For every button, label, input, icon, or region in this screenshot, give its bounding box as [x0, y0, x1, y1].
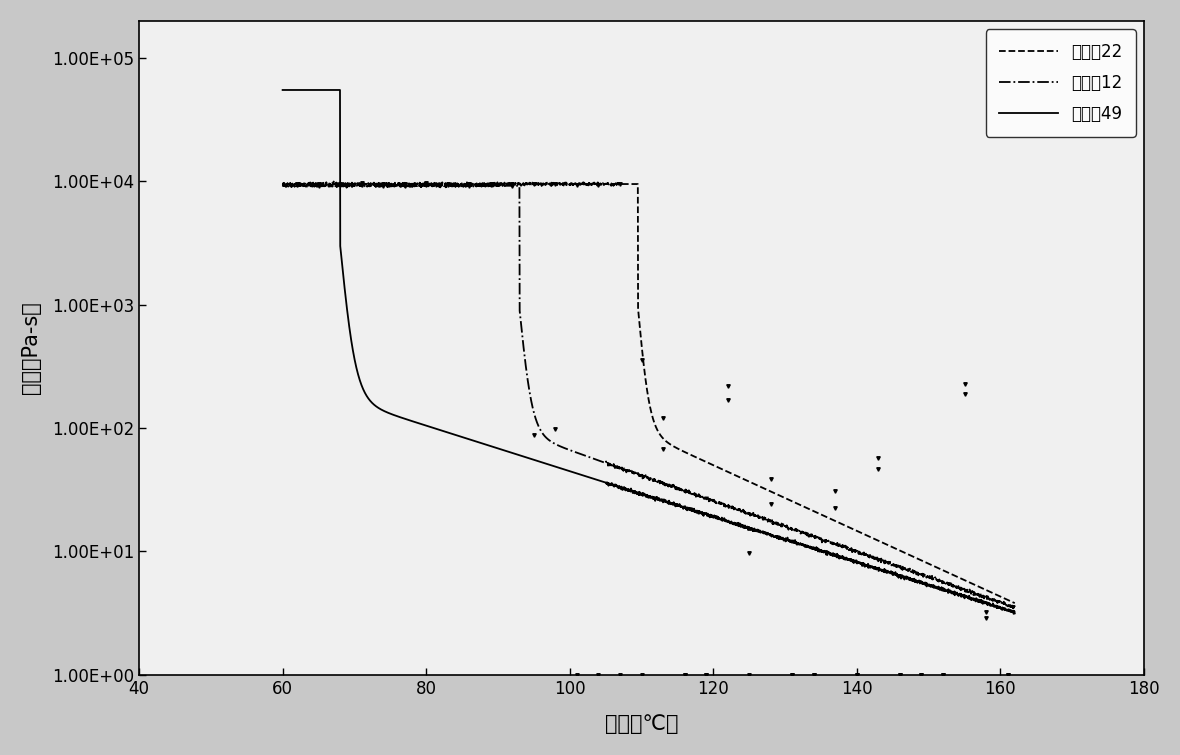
实施例22 — [275, 179, 289, 188]
实施例12 — [1008, 602, 1022, 612]
实施例22 — [402, 179, 417, 188]
实施例12 — [588, 455, 602, 464]
实施例22 — [327, 177, 341, 186]
实施例12 — [359, 181, 373, 190]
X-axis label: 温度（℃）: 温度（℃） — [604, 714, 677, 734]
实施例49 — [1008, 609, 1022, 618]
实施例49 — [588, 475, 602, 484]
实施例12 — [275, 181, 289, 190]
实施例12 — [914, 570, 929, 579]
Line: 实施例12: 实施例12 — [282, 183, 1015, 609]
实施例22 — [914, 556, 929, 565]
Y-axis label: 粘度（Pa-s）: 粘度（Pa-s） — [21, 301, 41, 394]
实施例12 — [327, 179, 341, 188]
实施例22 — [556, 181, 570, 190]
实施例22 — [359, 180, 373, 189]
实施例49 — [1005, 609, 1020, 618]
实施例22 — [994, 592, 1008, 601]
实施例49 — [556, 464, 570, 473]
实施例12 — [402, 181, 417, 190]
Line: 实施例49: 实施例49 — [282, 90, 1015, 614]
实施例12 — [1007, 604, 1021, 613]
实施例49 — [359, 390, 373, 399]
Line: 实施例22: 实施例22 — [282, 181, 1015, 603]
实施例49 — [992, 602, 1007, 612]
实施例22 — [1008, 599, 1022, 608]
实施例12 — [556, 443, 570, 452]
实施例49 — [275, 85, 289, 94]
Legend: 实施例22, 实施例12, 实施例49: 实施例22, 实施例12, 实施例49 — [985, 29, 1135, 137]
实施例49 — [402, 416, 417, 425]
实施例49 — [914, 579, 929, 588]
实施例22 — [588, 180, 602, 189]
实施例12 — [994, 597, 1008, 606]
